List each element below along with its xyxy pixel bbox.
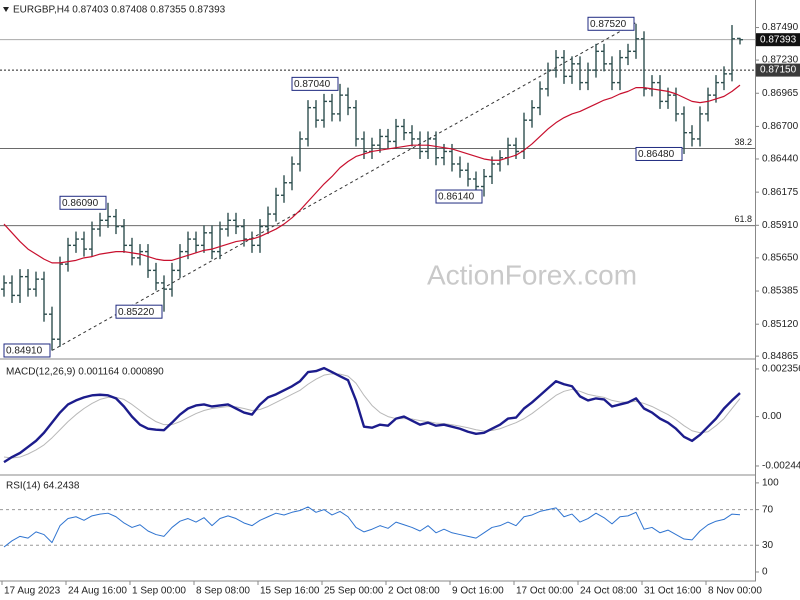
- y-tick-label: 0.84865: [762, 351, 799, 362]
- x-tick-label: 15 Sep 16:00: [260, 586, 320, 597]
- price-label-box: [291, 76, 339, 91]
- y-tick-label: 0.85120: [762, 319, 799, 330]
- price-label: 0.87040: [294, 79, 331, 90]
- moving-average: [3, 84, 741, 264]
- fib-label: 61.8: [734, 214, 752, 224]
- price-label: 0.86140: [438, 192, 475, 203]
- indicator-line: [3, 506, 741, 548]
- price-label-box: [635, 146, 683, 161]
- x-tick-label: 17 Oct 00:00: [516, 586, 574, 597]
- price-label: 0.85220: [118, 307, 155, 318]
- fib-label: 38.2: [734, 137, 752, 147]
- price-label: 0.86090: [62, 198, 99, 209]
- x-tick-label: 1 Sep 00:00: [132, 586, 186, 597]
- chart-title: EURGBP,H4 0.87403 0.87408 0.87355 0.8739…: [13, 5, 226, 16]
- indicator-line: [3, 373, 741, 459]
- price-label-box: [3, 343, 51, 358]
- y-tick-label: 70: [762, 504, 774, 515]
- price-label-box: [435, 189, 483, 204]
- x-tick-label: 8 Nov 00:00: [708, 586, 762, 597]
- y-tick-label: 0.86965: [762, 88, 799, 99]
- price-label: 0.87520: [590, 19, 627, 30]
- price-label: 0.86480: [638, 149, 675, 160]
- x-tick-label: 25 Sep 00:00: [324, 586, 384, 597]
- x-tick-label: 17 Aug 2023: [4, 586, 61, 597]
- price-label-box: [59, 195, 107, 210]
- x-tick-label: 2 Oct 08:00: [388, 586, 440, 597]
- current-price-box: [756, 33, 800, 47]
- trend-line: [51, 22, 637, 351]
- y-tick-label: 0.85910: [762, 220, 799, 231]
- y-tick-label: 0.00: [762, 411, 782, 422]
- x-tick-label: 24 Aug 16:00: [68, 586, 127, 597]
- price-label-box: [587, 16, 635, 31]
- watermark: ActionForex.com: [427, 259, 637, 290]
- y-tick-label: 0.002356: [762, 364, 800, 375]
- indicator-line: [3, 366, 741, 464]
- rsi-title: RSI(14) 64.2438: [6, 481, 80, 492]
- y-tick-label: -0.002442: [762, 461, 800, 472]
- x-tick-label: 31 Oct 16:00: [644, 586, 702, 597]
- y-tick-label: 0.85385: [762, 286, 799, 297]
- macd-title: MACD(12,26,9) 0.001164 0.000890: [6, 367, 164, 378]
- y-tick-label: 0.87490: [762, 22, 799, 33]
- price-label-box: [115, 304, 163, 319]
- current-price-label: 0.87393: [760, 34, 797, 45]
- y-tick-label: 0.86700: [762, 121, 799, 132]
- price-label: 0.84910: [6, 346, 43, 357]
- x-tick-label: 9 Oct 16:00: [452, 586, 504, 597]
- menu-arrow: [3, 7, 9, 12]
- level-box-label: 0.87150: [760, 65, 797, 76]
- y-tick-label: 0: [762, 567, 768, 578]
- x-tick-label: 8 Sep 08:00: [196, 586, 250, 597]
- y-tick-label: 100: [762, 478, 779, 489]
- y-tick-label: 0.85650: [762, 253, 799, 264]
- y-tick-label: 0.86175: [762, 187, 799, 198]
- y-tick-label: 0.86440: [762, 154, 799, 165]
- x-tick-label: 24 Oct 08:00: [580, 586, 638, 597]
- y-tick-label: 0.87230: [762, 55, 799, 66]
- y-tick-label: 30: [762, 540, 774, 551]
- level-box: [756, 63, 800, 77]
